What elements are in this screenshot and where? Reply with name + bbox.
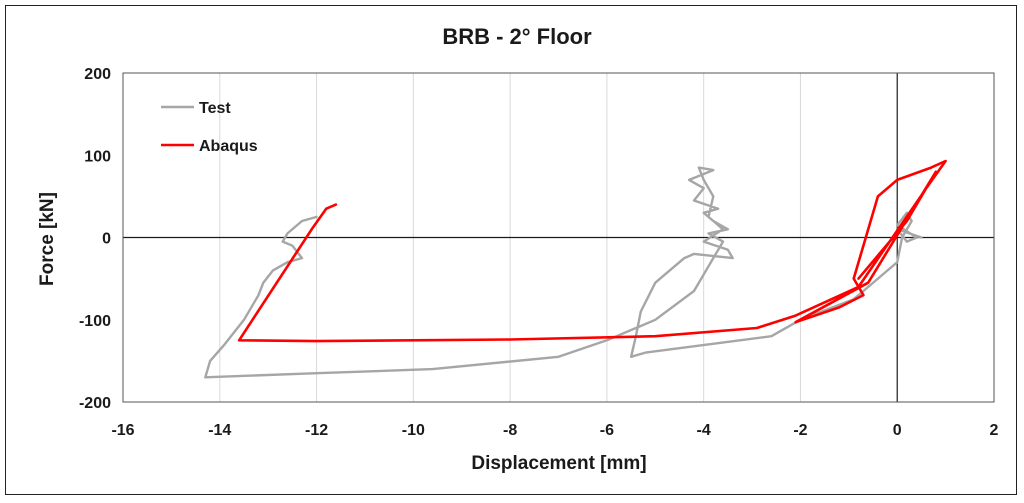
x-tick-label: -14 [208, 422, 231, 439]
plot-border [122, 72, 995, 403]
y-tick-label: -100 [79, 313, 111, 330]
x-axis-label: Displacement [mm] [471, 453, 646, 474]
x-tick-label: 0 [893, 422, 902, 439]
x-tick-label: -2 [793, 422, 807, 439]
y-tick-label: -200 [79, 395, 111, 412]
chart-frame: BRB - 2° Floor -16 -14 -12 -10 -8 -6 -4 -2 0 2 -2… [5, 5, 1017, 495]
zero-lines [123, 73, 994, 402]
x-tick-label: -12 [305, 422, 328, 439]
series-line-abaqus [237, 159, 947, 343]
chart-svg: BRB - 2° Floor -16 -14 -12 -10 -8 -6 -4 -2 0 2 -2… [37, 24, 999, 474]
legend-label-abaqus: Abaqus [199, 138, 258, 155]
y-axis-label: Force [kN] [37, 192, 58, 286]
y-tick-labels: -200 -100 0 100 200 [79, 66, 111, 412]
x-tick-label: -4 [697, 422, 711, 439]
series-layer [204, 159, 947, 379]
x-tick-label: -8 [503, 422, 517, 439]
x-tick-label: 2 [990, 422, 999, 439]
x-tick-label: -16 [111, 422, 134, 439]
y-tick-label: 0 [102, 231, 111, 248]
x-tick-label: -10 [402, 422, 425, 439]
series-line-test [204, 166, 923, 379]
x-tick-labels: -16 -14 -12 -10 -8 -6 -4 -2 0 2 [111, 422, 998, 439]
y-tick-label: 100 [84, 148, 111, 165]
y-tick-label: 200 [84, 66, 111, 83]
legend-label-test: Test [199, 100, 231, 117]
x-tick-label: -6 [600, 422, 614, 439]
legend: Test Abaqus [161, 100, 258, 155]
chart-title: BRB - 2° Floor [442, 24, 592, 49]
